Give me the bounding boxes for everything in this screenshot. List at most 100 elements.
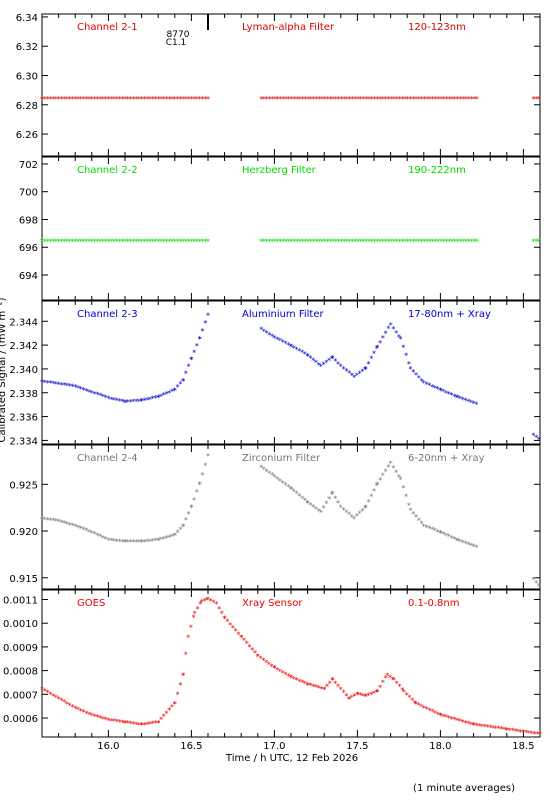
y-tick-label: 6.30	[16, 71, 38, 82]
data-point: *	[422, 95, 426, 104]
data-point: *	[401, 343, 405, 352]
y-tick-label: 700	[19, 188, 38, 199]
data-point: *	[217, 605, 221, 614]
data-point: *	[181, 238, 185, 247]
data-point: *	[350, 95, 354, 104]
data-point: *	[336, 360, 340, 369]
y-tick-label: 0.0007	[3, 690, 38, 701]
data-point: *	[510, 727, 514, 736]
data-point: *	[51, 380, 55, 389]
data-point: *	[70, 95, 74, 104]
data-point: *	[449, 715, 453, 724]
data-point: *	[140, 721, 144, 730]
data-point: *	[93, 530, 97, 539]
data-point: *	[330, 355, 334, 364]
data-point: *	[181, 95, 185, 104]
data-point: *	[392, 238, 396, 247]
data-point: *	[494, 724, 498, 733]
data-point: *	[140, 95, 144, 104]
data-point: *	[126, 95, 130, 104]
data-point: *	[231, 624, 235, 633]
data-point: *	[537, 436, 541, 445]
data-point: *	[65, 520, 69, 529]
data-point: *	[370, 95, 374, 104]
data-point: *	[375, 480, 379, 489]
data-point: *	[328, 238, 332, 247]
data-point: *	[181, 522, 185, 531]
data-point: *	[469, 238, 473, 247]
data-point: *	[427, 525, 431, 534]
data-point: *	[364, 693, 368, 702]
data-point: *	[117, 95, 121, 104]
data-point: *	[438, 529, 442, 538]
data-point: *	[176, 690, 180, 699]
data-point: *	[272, 664, 276, 673]
data-point: *	[101, 715, 105, 724]
data-point: *	[156, 719, 160, 728]
y-tick-label: 0.0011	[3, 595, 38, 606]
data-point: *	[151, 537, 155, 546]
data-point: *	[364, 95, 368, 104]
band-label: 190-222nm	[408, 165, 466, 176]
data-point: *	[322, 504, 326, 513]
data-point: *	[159, 392, 163, 401]
data-point: *	[62, 95, 66, 104]
data-point: *	[151, 395, 155, 404]
data-point: *	[112, 537, 116, 546]
data-point: *	[375, 688, 379, 697]
data-point: *	[43, 687, 47, 696]
data-point: *	[98, 95, 102, 104]
data-point: *	[198, 95, 202, 104]
data-point: *	[314, 505, 318, 514]
data-point: *	[372, 487, 376, 496]
data-point: *	[59, 95, 63, 104]
data-point: *	[375, 481, 379, 490]
filter-label: Aluminium Filter	[242, 309, 325, 320]
data-point: *	[198, 335, 202, 344]
data-point: *	[323, 238, 327, 247]
band-label: 0.1-0.8nm	[408, 598, 460, 609]
series-1: ****************************************…	[40, 238, 210, 247]
data-point: *	[375, 238, 379, 247]
data-point: *	[330, 491, 334, 500]
data-point: *	[198, 480, 202, 489]
data-point: *	[297, 347, 301, 356]
data-point: *	[447, 238, 451, 247]
data-point: *	[442, 238, 446, 247]
data-point: *	[165, 709, 169, 718]
data-point: *	[384, 329, 388, 338]
data-point: *	[395, 238, 399, 247]
series-2: ****************************************…	[259, 238, 479, 247]
data-point: *	[261, 656, 265, 665]
data-point: *	[355, 512, 359, 521]
y-tick-label: 702	[19, 160, 38, 171]
data-point: *	[106, 95, 110, 104]
data-point: *	[359, 238, 363, 247]
data-point: *	[431, 95, 435, 104]
data-point: *	[344, 508, 348, 517]
data-point: *	[395, 95, 399, 104]
data-point: *	[373, 238, 377, 247]
data-point: *	[206, 452, 210, 461]
data-point: *	[167, 238, 171, 247]
data-point: *	[84, 527, 88, 536]
data-point: *	[289, 485, 293, 494]
data-point: *	[414, 513, 418, 522]
data-point: *	[70, 382, 74, 391]
data-point: *	[366, 498, 370, 507]
data-point: *	[336, 499, 340, 508]
data-point: *	[327, 495, 331, 504]
data-point: *	[347, 695, 351, 704]
channel-label: Channel 2-4	[77, 453, 138, 464]
data-point: *	[48, 690, 52, 699]
data-point: *	[407, 360, 411, 369]
data-point: *	[57, 95, 61, 104]
series-3: ***	[531, 95, 541, 104]
data-point: *	[40, 378, 44, 387]
data-point: *	[375, 95, 379, 104]
data-point: *	[301, 238, 305, 247]
data-point: *	[123, 538, 127, 547]
data-point: *	[355, 690, 359, 699]
data-point: *	[115, 537, 119, 546]
